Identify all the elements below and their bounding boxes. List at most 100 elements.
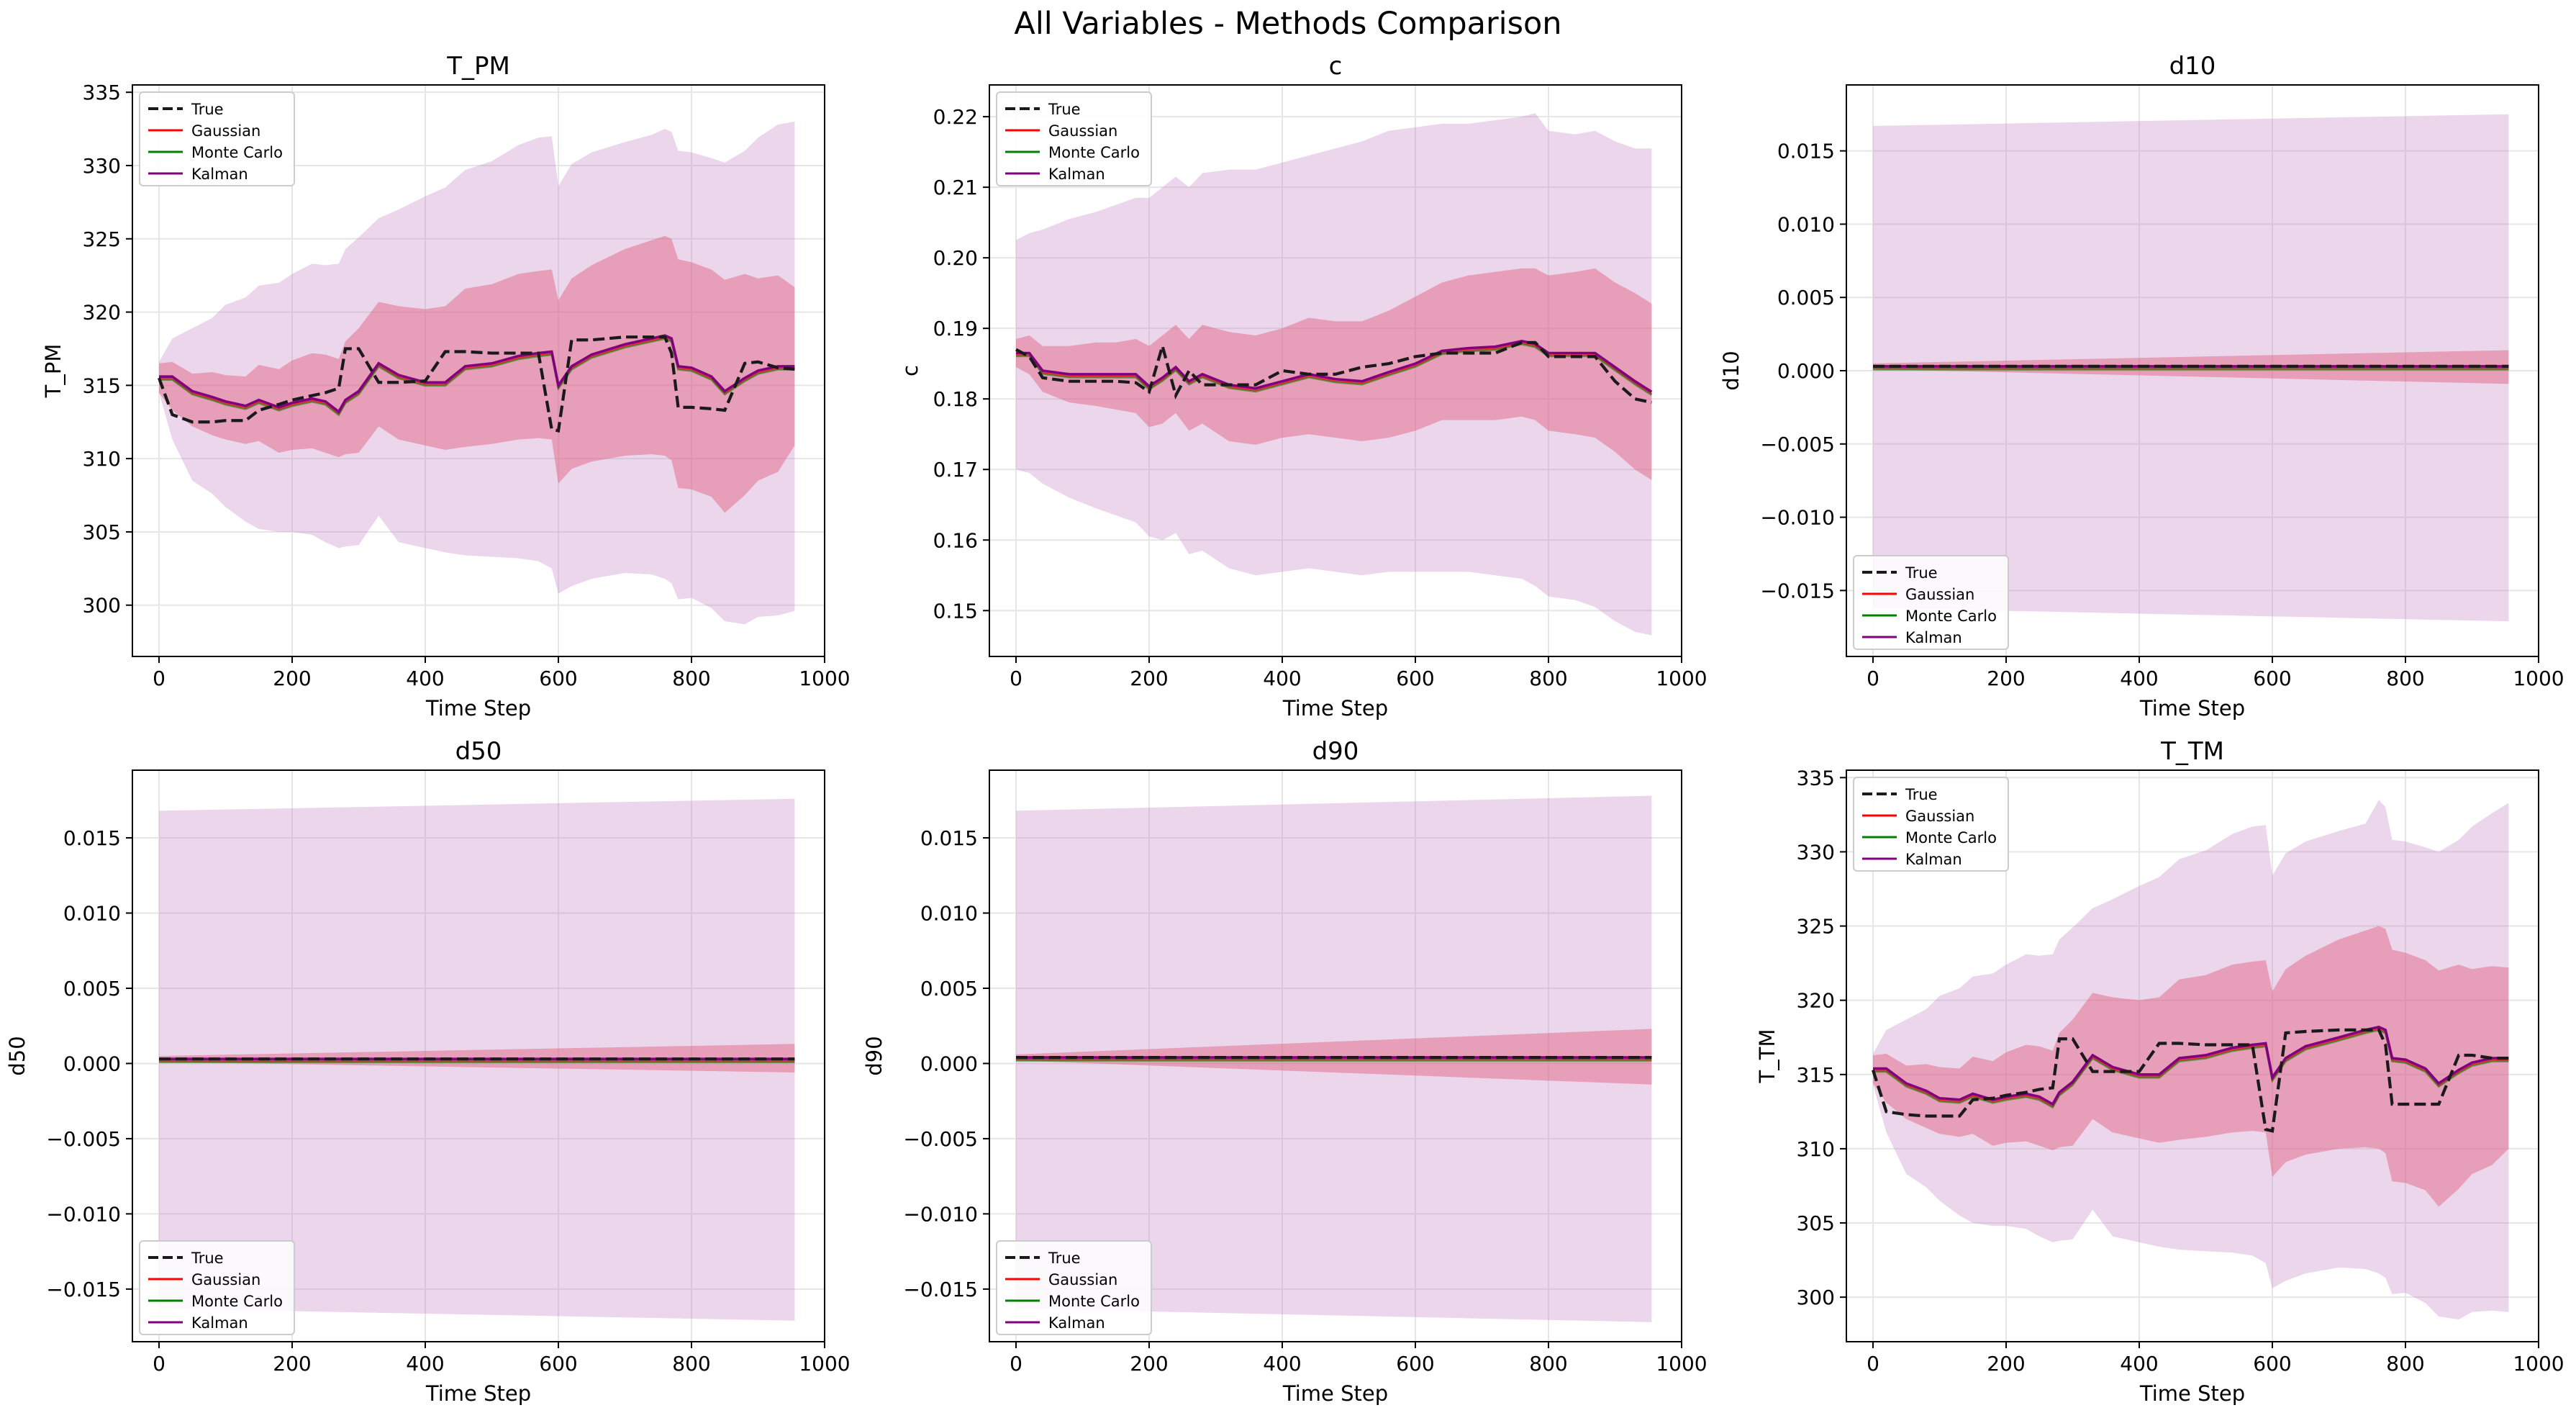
x-tick-label: 800 [1529,1352,1567,1376]
y-tick-label: −0.015 [903,1278,978,1301]
x-axis-label: Time Step [1282,696,1388,721]
x-tick-label: 400 [2120,1352,2158,1376]
y-tick-label: 320 [1797,989,1835,1013]
x-tick-label: 200 [1987,1352,2025,1376]
x-tick-label: 800 [672,667,710,690]
subplot-3: 0 200 400 600 800 1000 −0.015 −0.010 −0.005 0.000… [5,737,851,1406]
y-tick-label: 300 [83,594,121,618]
y-tick-label: −0.015 [1760,579,1835,602]
x-tick-label: 800 [2386,667,2424,690]
subplot-4: 0 200 400 600 800 1000 −0.015 −0.010 −0.005 0.000… [862,737,1707,1406]
legend-box [139,91,295,186]
x-axis-label: Time Step [425,696,531,721]
subplot-5: 0 200 400 600 800 1000 300 305 310 315 320 325 330 33… [1755,737,2564,1406]
x-axis-label: Time Step [2139,1381,2245,1406]
y-tick-label: 0.21 [933,176,978,199]
axes-frame [1846,769,2539,1342]
y-tick-label: 310 [1797,1137,1835,1161]
y-tick-label: 0.010 [1777,212,1835,236]
y-tick-label: 0.16 [933,528,978,552]
y-tick-label: 310 [83,447,121,471]
y-tick-label: −0.005 [46,1127,121,1151]
legend-label: Monte Carlo [1048,144,1140,161]
y-tick-label: 315 [83,374,121,397]
legend: True Gaussian Monte Carlo Kalman [139,91,295,186]
subplot-1: 0 200 400 600 800 1000 0.15 0.16 0.17 0.18 0.19 0.2… [898,52,1707,721]
y-tick-label: 0.015 [920,826,978,850]
legend-label: Monte Carlo [1905,829,1997,846]
subplot-title: d90 [1312,737,1359,766]
legend-box [1853,555,2009,650]
x-tick-label: 1000 [799,667,850,690]
y-tick-label: 0.22 [933,105,978,129]
x-tick-label: 800 [1529,667,1567,690]
x-tick-label: 800 [672,1352,710,1376]
y-tick-label: 325 [1797,915,1835,939]
x-tick-label: 1000 [1656,1352,1707,1376]
subplot-title: c [1329,52,1343,81]
y-tick-label: 0.000 [1777,359,1835,383]
legend: True Gaussian Monte Carlo Kalman [996,1240,1152,1335]
x-tick-label: 1000 [2513,667,2564,690]
legend-label: Kalman [1905,629,1962,646]
x-tick-label: 200 [273,1352,311,1376]
y-tick-label: 330 [83,154,121,178]
x-tick-label: 0 [1010,667,1022,690]
x-tick-label: 200 [1130,667,1168,690]
y-tick-label: 0.20 [933,246,978,270]
y-tick-label: 305 [83,520,121,544]
y-tick-label: 335 [83,81,121,104]
y-tick-label: 335 [1797,766,1835,790]
y-tick-label: −0.005 [1760,433,1835,456]
axes-frame [989,84,1682,657]
y-axis-label: T_TM [1755,1029,1779,1084]
legend-label: Gaussian [1905,586,1974,603]
x-tick-label: 600 [539,1352,577,1376]
legend-label: Monte Carlo [191,144,283,161]
x-axis-label: Time Step [1282,1381,1388,1406]
true-series-line [1015,340,1652,405]
legend-label: Kalman [191,166,248,183]
y-axis-label: d50 [5,1036,30,1075]
y-tick-label: 0.15 [933,599,978,623]
true-series-line [158,335,795,433]
x-tick-label: 600 [1396,667,1434,690]
y-axis-label: c [898,365,922,376]
y-tick-label: 0.005 [1777,286,1835,310]
legend-label: True [1905,786,1938,803]
y-tick-label: −0.015 [46,1278,121,1301]
y-axis-label: d90 [862,1036,886,1075]
legend-label: Kalman [1905,851,1962,868]
monte-carlo-series-line [159,338,795,417]
true-series-line [1872,1028,2509,1133]
gaussian-series-line [159,336,795,415]
y-tick-label: 0.17 [933,458,978,482]
legend: True Gaussian Monte Carlo Kalman [1853,555,2009,650]
axes-frame [132,84,825,657]
plot-area [1015,113,1653,636]
legend-label: Gaussian [1048,1271,1117,1288]
legend-box [139,1240,295,1335]
kalman-series-line [1873,1025,2509,1106]
legend-label: Monte Carlo [1905,608,1997,625]
legend-label: Kalman [1048,1314,1105,1332]
legend-label: Kalman [191,1314,248,1332]
y-tick-label: 0.015 [1777,140,1835,163]
y-tick-label: 320 [83,301,121,325]
gaussian-uncertainty-band [159,235,795,513]
legend-label: Monte Carlo [191,1293,283,1310]
x-tick-label: 0 [1867,667,1879,690]
legend-label: Gaussian [191,122,260,140]
axes-frame [989,769,1682,1342]
legend: True Gaussian Monte Carlo Kalman [996,91,1152,186]
y-tick-label: −0.010 [903,1202,978,1226]
y-tick-label: 325 [83,227,121,251]
x-tick-label: 200 [273,667,311,690]
gaussian-series-line [1873,1028,2509,1108]
plot-area [1873,114,2509,622]
x-tick-label: 400 [1263,1352,1301,1376]
axes-frame [132,769,825,1342]
plot-area [1872,800,2509,1320]
y-tick-label: 0.015 [63,826,121,850]
y-tick-label: 0.010 [920,902,978,926]
